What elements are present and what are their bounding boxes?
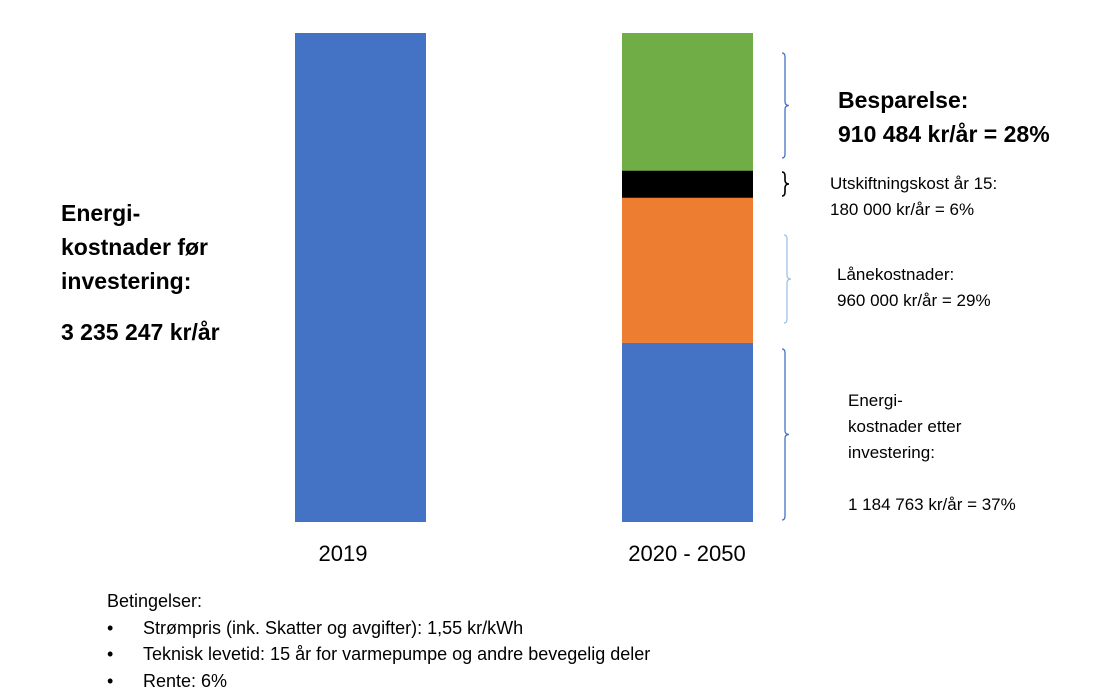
bracket-1 (781, 171, 790, 197)
replacement-cost-value: 180 000 kr/år = 6% (830, 200, 975, 219)
bar-segment-1-2 (622, 170, 753, 198)
bracket-0 (781, 52, 790, 159)
conditions-block: Betingelser: • Strømpris (ink. Skatter og… (107, 588, 650, 694)
x-tick-label-2020-2050: 2020 - 2050 (628, 541, 746, 566)
savings-annotation: Besparelse: 910 484 kr/år = 28% (838, 83, 1050, 151)
condition-text: Teknisk levetid: 15 år for varmepumpe og… (143, 644, 651, 664)
replacement-cost-title: Utskiftningskost år 15: (830, 174, 998, 193)
bullet: • (107, 670, 114, 691)
bar-segment-0-0 (295, 33, 426, 522)
before-investment-line-3: investering: (61, 268, 192, 294)
bullet: • (107, 617, 114, 638)
condition-text: Rente: 6% (143, 670, 228, 691)
before-investment-label: Energi- kostnader før investering: 3 235… (61, 196, 220, 349)
energy-after-line-1: Energi- (848, 391, 903, 410)
bar-segment-1-3 (622, 33, 753, 171)
bracket-2 (783, 234, 792, 324)
condition-item: • Strømpris (ink. Skatter og avgifter): 1… (107, 615, 650, 642)
loan-cost-value: 960 000 kr/år = 29% (837, 291, 991, 310)
loan-cost-annotation: Lånekostnader: 960 000 kr/år = 29% (837, 262, 991, 314)
condition-item: • Teknisk levetid: 15 år for varmepumpe o… (107, 641, 650, 668)
loan-cost-title: Lånekostnader: (837, 265, 955, 284)
before-investment-line-1: Energi- (61, 200, 141, 226)
bullet: • (107, 644, 114, 664)
before-investment-value: 3 235 247 kr/år (61, 319, 220, 345)
condition-item: • Rente: 6% (107, 668, 650, 695)
energy-after-value: 1 184 763 kr/år = 37% (848, 495, 1016, 514)
savings-value: 910 484 kr/år = 28% (838, 121, 1050, 147)
savings-title: Besparelse: (838, 87, 969, 113)
replacement-cost-annotation: Utskiftningskost år 15: 180 000 kr/år = … (830, 171, 997, 223)
conditions-list: • Strømpris (ink. Skatter og avgifter): 1… (107, 615, 650, 695)
energy-after-line-3: investering: (848, 443, 935, 462)
energy-after-line-2: kostnader etter (848, 417, 962, 436)
bar-segment-1-0 (622, 342, 753, 522)
energy-after-annotation: Energi- kostnader etter investering: 1 1… (848, 388, 1016, 518)
bracket-3 (781, 348, 790, 521)
condition-text: Strømpris (ink. Skatter og avgifter): 1,… (143, 617, 524, 638)
conditions-title: Betingelser: (107, 591, 203, 611)
before-investment-line-2: kostnader før (61, 234, 208, 260)
bar-segment-1-1 (622, 197, 753, 343)
x-tick-label-2019: 2019 (318, 541, 368, 566)
